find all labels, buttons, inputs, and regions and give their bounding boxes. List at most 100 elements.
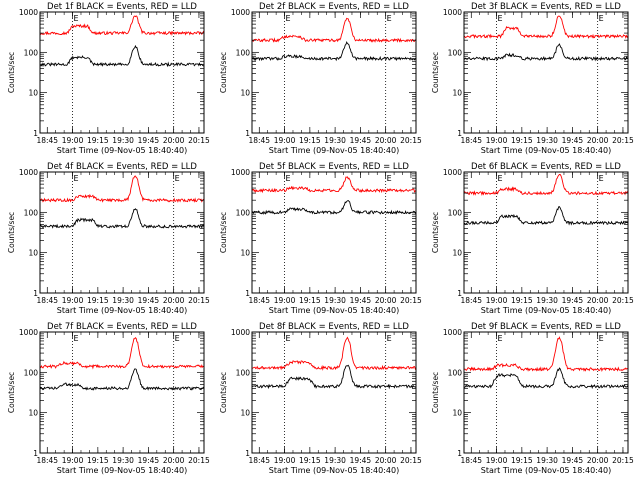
lld-series	[251, 336, 417, 371]
panel-2: Det 2f BLACK = Events, RED = LLD E E 1 10 100…	[219, 2, 422, 155]
y-tick-label: 1	[33, 129, 38, 138]
y-tick-label: 100	[236, 208, 251, 217]
x-axis-label: Start Time (09-Nov-05 18:40:40)	[269, 146, 399, 155]
x-tick-label: 18:45	[36, 136, 58, 145]
marker-e: E	[498, 14, 503, 23]
y-tick-label: 10	[28, 409, 38, 418]
panel-title: Det 5f BLACK = Events, RED = LLD	[259, 162, 409, 172]
lld-series	[251, 17, 417, 43]
marker-e: E	[175, 334, 180, 343]
panel-6: Det 6f BLACK = Events, RED = LLD E E 1 10 100…	[431, 162, 634, 315]
events-series	[251, 364, 417, 390]
x-tick-label: 19:45	[138, 456, 160, 465]
marker-e: E	[74, 334, 79, 343]
x-tick-label: 19:00	[62, 296, 84, 305]
panel-title: Det 4f BLACK = Events, RED = LLD	[47, 162, 197, 172]
x-tick-label: 19:30	[324, 296, 346, 305]
x-tick-label: 19:45	[138, 296, 160, 305]
x-tick-label: 19:45	[350, 136, 372, 145]
x-tick-label: 20:00	[587, 136, 609, 145]
x-tick-label: 19:30	[112, 296, 134, 305]
events-series	[39, 208, 205, 229]
x-tick-label: 19:30	[536, 136, 558, 145]
y-tick-label: 10	[240, 409, 250, 418]
marker-e: E	[286, 334, 291, 343]
y-tick-label: 1	[245, 289, 250, 298]
lld-series	[463, 174, 629, 196]
x-tick-label: 19:00	[274, 136, 296, 145]
lld-series	[251, 176, 417, 194]
lld-series	[463, 15, 629, 39]
x-tick-label: 19:15	[511, 296, 533, 305]
events-series	[251, 199, 417, 215]
x-tick-label: 18:45	[460, 136, 482, 145]
events-series	[463, 43, 629, 62]
x-tick-label: 19:00	[62, 136, 84, 145]
y-tick-label: 10	[452, 89, 462, 98]
marker-e: E	[175, 174, 180, 183]
marker-e: E	[286, 174, 291, 183]
x-tick-label: 18:45	[248, 456, 270, 465]
x-tick-label: 20:00	[375, 136, 397, 145]
panel-title: Det 3f BLACK = Events, RED = LLD	[471, 2, 621, 12]
y-axis-label: Counts/sec	[7, 372, 16, 413]
x-tick-label: 18:45	[36, 296, 58, 305]
y-tick-label: 1	[457, 289, 462, 298]
y-axis-label: Counts/sec	[431, 372, 440, 413]
x-tick-label: 19:15	[299, 456, 321, 465]
plot-frame	[251, 11, 417, 134]
lld-series	[39, 175, 205, 203]
x-tick-label: 18:45	[248, 296, 270, 305]
x-tick-label: 19:00	[62, 456, 84, 465]
marker-e: E	[387, 174, 392, 183]
marker-e: E	[74, 174, 79, 183]
y-tick-label: 1000	[19, 8, 38, 17]
marker-e: E	[599, 174, 604, 183]
y-tick-label: 1	[245, 129, 250, 138]
y-tick-label: 1	[457, 449, 462, 458]
marker-e: E	[599, 334, 604, 343]
x-tick-label: 20:15	[188, 136, 210, 145]
x-axis-label: Start Time (09-Nov-05 18:40:40)	[481, 146, 611, 155]
y-tick-label: 10	[240, 249, 250, 258]
x-tick-label: 19:15	[299, 296, 321, 305]
x-tick-label: 19:00	[486, 456, 508, 465]
x-tick-label: 19:30	[536, 296, 558, 305]
y-tick-label: 10	[28, 89, 38, 98]
x-tick-label: 20:15	[400, 136, 422, 145]
x-tick-label: 18:45	[248, 136, 270, 145]
x-axis-label: Start Time (09-Nov-05 18:40:40)	[57, 146, 187, 155]
y-tick-label: 1	[245, 449, 250, 458]
y-tick-label: 1000	[443, 328, 462, 337]
panel-4: Det 4f BLACK = Events, RED = LLD E E 1 10 100…	[7, 162, 210, 315]
x-tick-label: 19:00	[274, 456, 296, 465]
y-tick-label: 100	[24, 208, 39, 217]
y-tick-label: 10	[240, 89, 250, 98]
x-tick-label: 19:15	[299, 136, 321, 145]
x-tick-label: 19:45	[562, 456, 584, 465]
x-tick-label: 18:45	[460, 456, 482, 465]
x-tick-label: 20:15	[612, 456, 634, 465]
x-tick-label: 20:15	[400, 296, 422, 305]
y-axis-label: Counts/sec	[431, 212, 440, 253]
x-tick-label: 19:00	[486, 296, 508, 305]
marker-e: E	[498, 174, 503, 183]
x-tick-label: 20:00	[375, 296, 397, 305]
events-series	[39, 368, 204, 391]
x-tick-label: 19:45	[350, 296, 372, 305]
x-tick-label: 19:15	[87, 136, 109, 145]
panel-5: Det 5f BLACK = Events, RED = LLD E E 1 10 100…	[219, 162, 422, 315]
y-tick-label: 100	[448, 368, 463, 377]
y-tick-label: 1000	[443, 8, 462, 17]
panel-8: Det 8f BLACK = Events, RED = LLD E E 1 10 100…	[219, 322, 422, 475]
x-tick-label: 19:30	[324, 136, 346, 145]
plot-frame	[251, 171, 417, 294]
x-tick-label: 20:00	[375, 456, 397, 465]
events-series	[251, 41, 417, 62]
y-tick-label: 1	[33, 449, 38, 458]
panel-7: Det 7f BLACK = Events, RED = LLD E E 1 10 100…	[7, 322, 210, 475]
y-tick-label: 100	[448, 48, 463, 57]
plot-frame	[39, 171, 205, 294]
x-tick-label: 20:00	[587, 296, 609, 305]
